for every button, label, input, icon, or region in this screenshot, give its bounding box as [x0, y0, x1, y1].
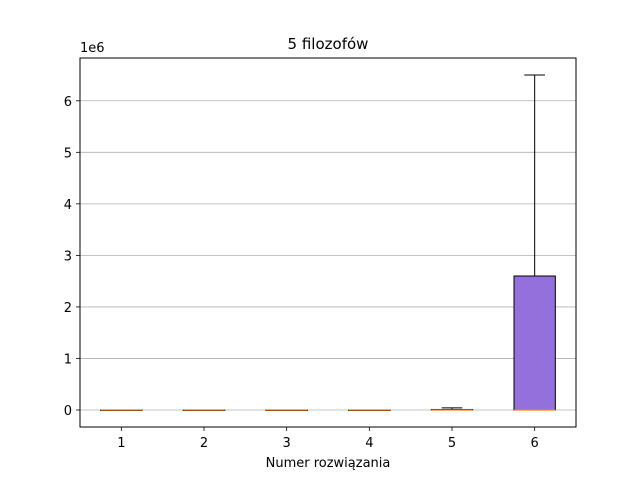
y-tick-label: 1 [64, 352, 72, 367]
box-4 [348, 409, 391, 411]
box-5 [430, 407, 474, 411]
grid-lines [80, 100, 576, 411]
box-series [100, 74, 556, 411]
y-axis-scale-label: 1e6 [80, 41, 105, 56]
box-3 [265, 409, 308, 411]
x-axis-label: Numer rozwiązania [266, 456, 391, 471]
plot-frame [79, 57, 577, 428]
x-tick-label: 2 [200, 436, 208, 451]
y-axis: 0 1 2 3 4 5 6 [64, 95, 80, 419]
x-tick-label: 5 [448, 436, 456, 451]
x-axis: 1 2 3 4 5 6 [117, 427, 539, 451]
chart-title: 5 filozofów [288, 35, 369, 53]
y-tick-label: 3 [64, 249, 72, 264]
box-1 [100, 409, 143, 411]
box-2 [182, 409, 226, 411]
x-tick-label: 1 [117, 436, 125, 451]
y-tick-label: 6 [64, 95, 72, 110]
y-tick-label: 4 [64, 198, 72, 213]
y-tick-label: 0 [64, 404, 72, 419]
y-tick-label: 5 [64, 146, 72, 161]
box-6 [513, 74, 556, 411]
x-tick-label: 3 [283, 436, 291, 451]
box-body [513, 275, 556, 411]
x-tick-label: 6 [531, 436, 539, 451]
y-tick-label: 2 [64, 301, 72, 316]
x-tick-label: 4 [365, 436, 373, 451]
